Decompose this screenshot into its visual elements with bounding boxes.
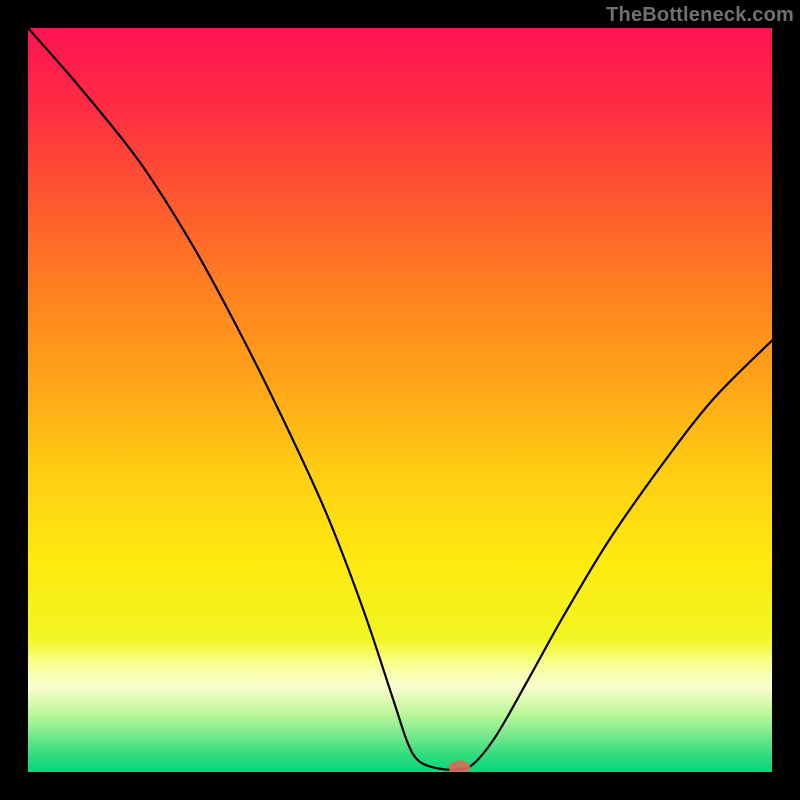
bottleneck-chart — [0, 0, 800, 800]
frame-border — [772, 0, 800, 800]
frame-border — [0, 0, 28, 800]
frame-border — [0, 772, 800, 800]
watermark-text: TheBottleneck.com — [606, 4, 794, 27]
plot-background — [28, 28, 772, 772]
